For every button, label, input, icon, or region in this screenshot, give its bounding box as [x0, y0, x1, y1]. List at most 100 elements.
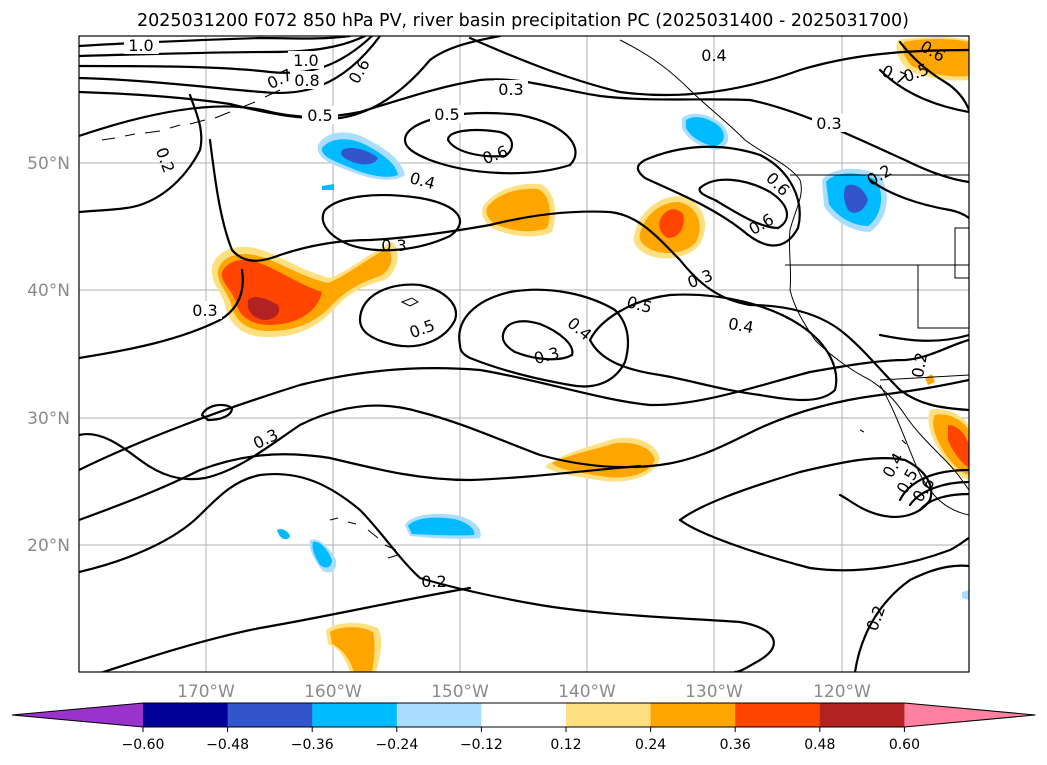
latitude-tick-labels: 50°N 40°N 30°N 20°N	[27, 154, 70, 556]
contour-line	[468, 36, 969, 97]
colorbar-tick-label: 0.36	[720, 737, 751, 753]
colorbar-tick-label: −0.12	[460, 737, 503, 753]
north-america-coastline	[619, 39, 969, 491]
lon-tick-label: 140°W	[558, 682, 616, 702]
colorbar-segment	[481, 703, 567, 727]
contour-label: 0.8	[294, 71, 319, 90]
contour-label: 0.2	[908, 351, 931, 379]
precip-fill-cold	[322, 184, 334, 190]
lon-tick-label: 120°W	[813, 682, 871, 702]
contour-line	[898, 40, 969, 112]
contour-line	[208, 138, 969, 412]
precip-fill-warm	[902, 39, 969, 77]
map-panel: 1.0 1.0 0.8 0.7 0.6 0.5 0.5 0.6 0.3 0.4 …	[78, 35, 970, 673]
colorbar-tick-label: 0.48	[804, 737, 835, 753]
label-mask	[290, 71, 324, 89]
contour-line	[79, 36, 367, 58]
contour-line	[79, 78, 969, 184]
precip-fill-warm	[552, 442, 655, 478]
map-frame	[78, 35, 970, 673]
longitude-tick-labels: 170°W 160°W 150°W 140°W 130°W 120°W	[177, 682, 871, 702]
lon-tick-label: 130°W	[685, 682, 743, 702]
contour-line	[446, 129, 513, 158]
colorbar-tick-label: −0.24	[375, 737, 418, 753]
precip-fill-warm	[247, 297, 280, 320]
contour-label: 0.4	[701, 46, 726, 65]
contour-line	[878, 68, 969, 114]
colorbar-segment	[566, 703, 652, 727]
contour-label: 0.3	[498, 80, 523, 99]
precip-fill-cold	[277, 529, 290, 540]
contour-labels: 1.0 1.0 0.8 0.7 0.6 0.5 0.5 0.6 0.3 0.4 …	[124, 36, 949, 633]
contour-line	[908, 480, 969, 507]
hawaiian-islands	[329, 517, 399, 559]
baja-coastline	[879, 384, 969, 516]
colorbar-tick-label: −0.36	[291, 737, 334, 753]
precip-fill-warm	[659, 209, 684, 238]
contour-line	[678, 518, 969, 572]
colorbar-segment	[143, 703, 229, 727]
precip-fill-warm	[221, 259, 322, 325]
colorbar-segment	[312, 703, 398, 727]
contour-line	[321, 194, 461, 252]
colorbar-segment	[819, 703, 905, 727]
contour-line	[358, 283, 458, 348]
lake-outline	[954, 227, 969, 279]
precip-fill-warm	[948, 425, 969, 468]
contour-line	[79, 338, 969, 472]
contour-line	[698, 178, 788, 230]
precip-fill-warm	[330, 627, 375, 672]
contour-label: 0.4	[727, 314, 755, 337]
contour-label: 0.3	[816, 114, 841, 133]
colorbar-tick-label: −0.60	[122, 737, 165, 753]
colorbar-segment	[227, 703, 313, 727]
contour-line	[79, 378, 969, 481]
lon-tick-label: 150°W	[431, 682, 489, 702]
colorbar-extend-min	[12, 703, 143, 727]
label-mask	[288, 51, 324, 69]
label-mask	[302, 106, 338, 124]
colorbar-tick-label: −0.48	[206, 737, 249, 753]
precip-fill-cold	[686, 117, 724, 146]
contour-label: 0.5	[307, 106, 332, 125]
contour-line	[79, 36, 374, 74]
island	[400, 297, 419, 307]
contour-label: 0.5	[434, 105, 459, 124]
contour-line	[918, 492, 969, 512]
us-mexico-border	[879, 374, 969, 381]
precip-fill-warm	[486, 188, 550, 232]
label-mask	[188, 301, 222, 319]
contour-line	[898, 468, 969, 502]
island	[859, 429, 907, 445]
precip-fill-cold	[962, 590, 969, 600]
precip-fills	[211, 37, 969, 672]
contour-label: 0.2	[421, 572, 446, 591]
contour-label: 0.3	[192, 301, 217, 320]
label-mask	[124, 36, 159, 54]
precip-fill-cold	[408, 517, 475, 536]
contour-label: 1.0	[293, 51, 318, 70]
lon-tick-label: 160°W	[304, 682, 362, 702]
colorbar-extend-max	[904, 703, 1036, 727]
state-border	[917, 265, 969, 329]
contour-line	[588, 293, 838, 402]
lat-tick-label: 20°N	[27, 536, 70, 556]
contour-line	[636, 145, 801, 247]
label-mask	[430, 105, 464, 123]
colorbar: −0.60 −0.48 −0.36 −0.24 −0.12 0.12 0.24 0.36 0.4…	[11, 702, 1036, 753]
colorbar-tick-label: 0.60	[889, 737, 920, 753]
colorbar-tick-label: 0.12	[550, 737, 581, 753]
contour-line	[79, 36, 382, 95]
lat-tick-label: 50°N	[27, 154, 70, 174]
label-mask	[494, 80, 528, 98]
lat-tick-label: 30°N	[27, 409, 70, 429]
contour-line	[200, 403, 234, 422]
contour-line	[79, 93, 203, 214]
contour-line	[79, 453, 642, 522]
label-mask	[812, 114, 846, 132]
precip-fill-cold	[312, 541, 332, 568]
chart-title: 2025031200 F072 850 hPa PV, river basin …	[137, 11, 909, 31]
precip-fill-cold	[843, 184, 868, 213]
contour-label: 0.3	[381, 236, 406, 255]
